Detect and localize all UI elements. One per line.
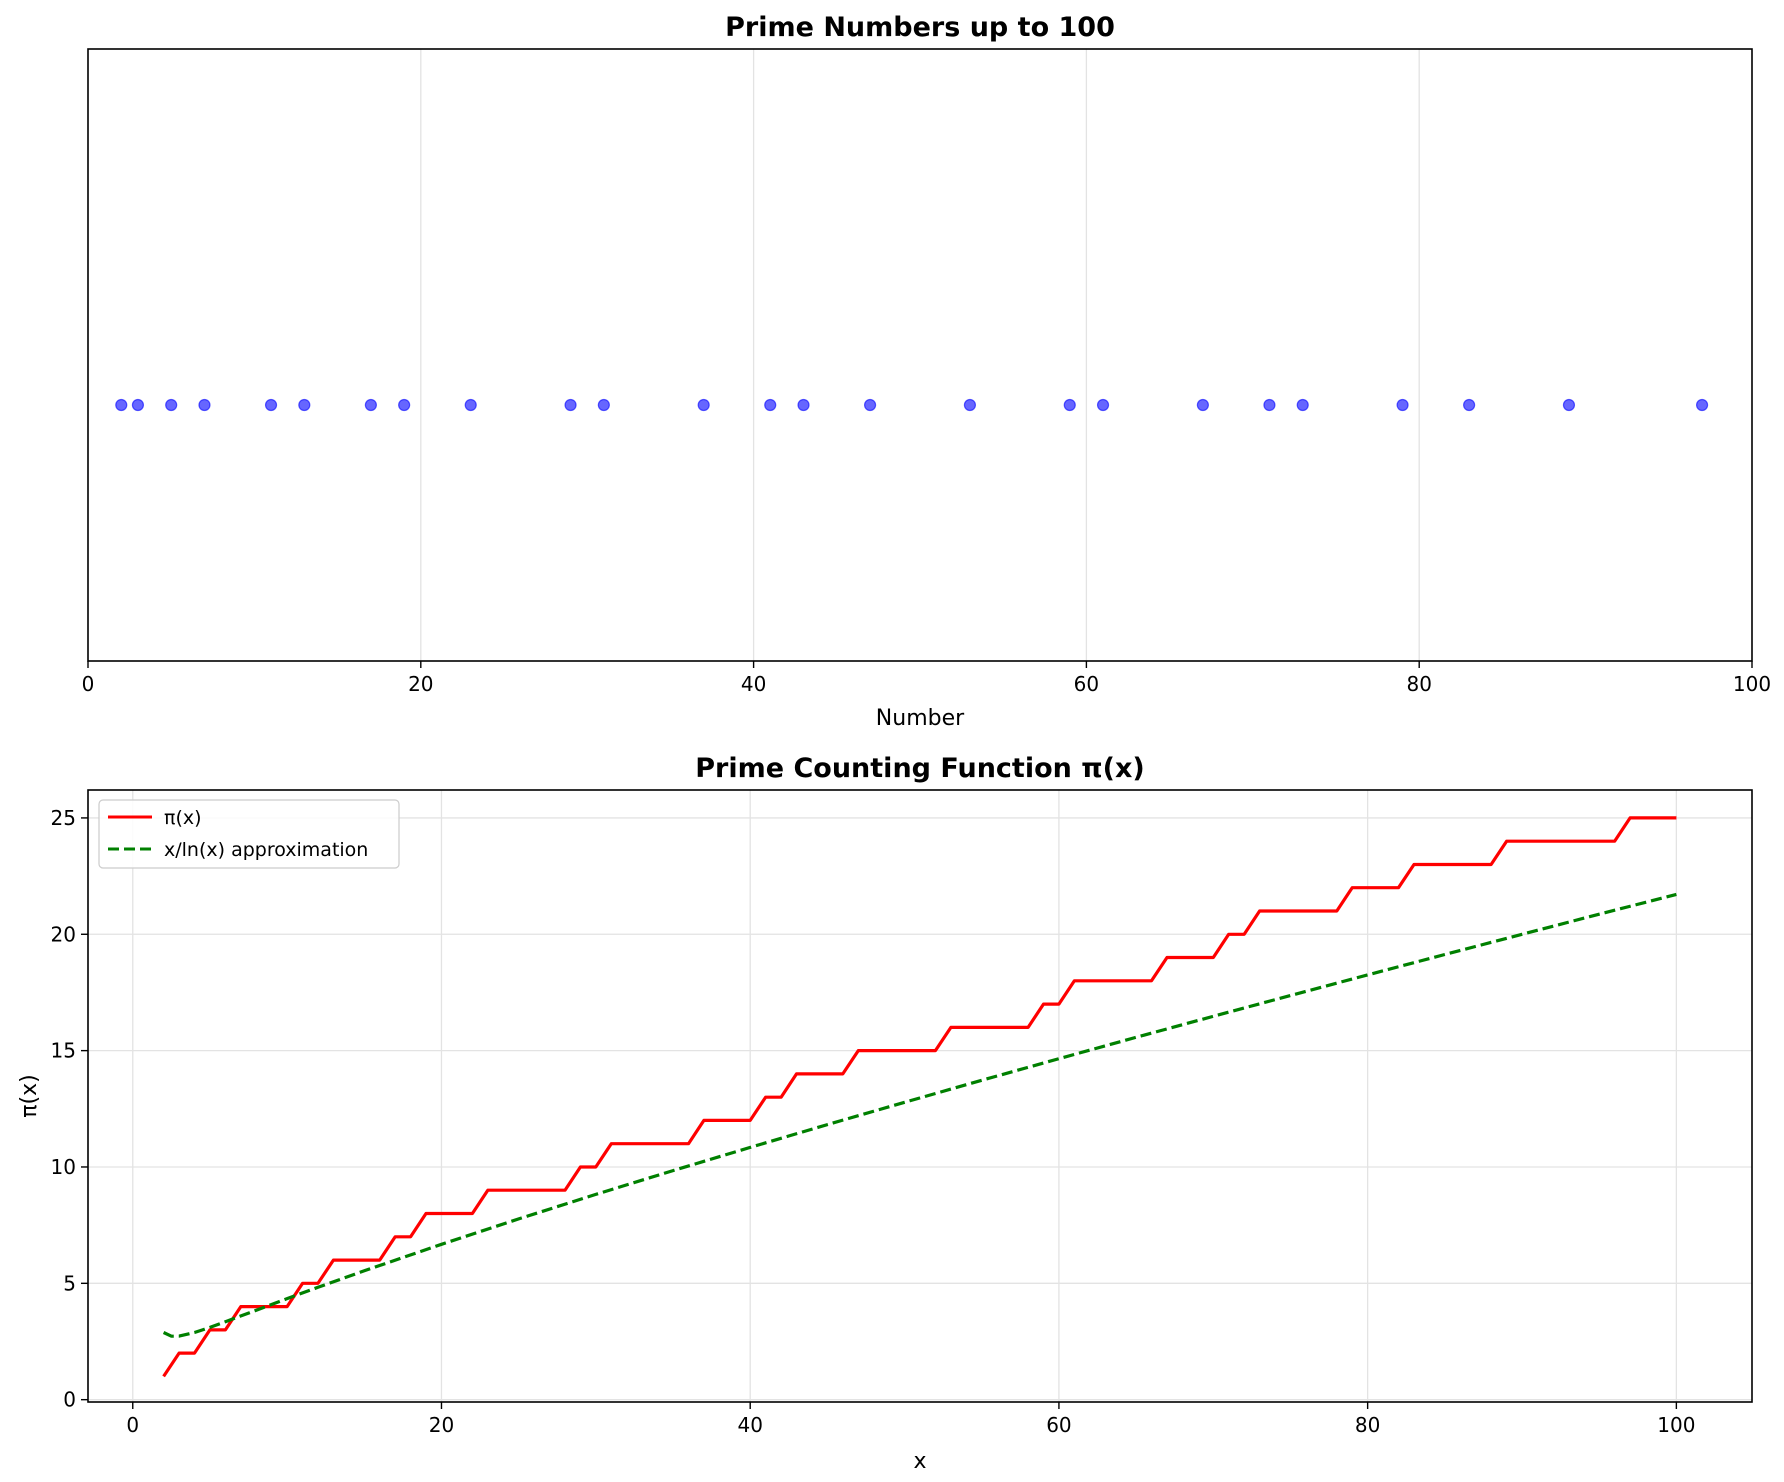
prime-point [131,398,145,412]
prime-point [1396,398,1409,412]
primes-x-tick-label: 40 [741,672,766,696]
prime-counting-y-tick-label: 0 [63,1388,76,1412]
prime-point [1562,398,1576,412]
prime-point [398,398,411,412]
prime-point [264,398,278,412]
legend-label-approximation: x/ln(x) approximation [164,839,368,861]
legend-label-pi: π(x) [164,807,202,829]
prime-point [697,398,710,412]
primes-scatter-chart: 0 20 40 60 80 100 Prime Numbers up to 100 Num… [82,12,1771,731]
prime-counting-y-tick-label: 5 [63,1271,76,1295]
prime-point [797,398,810,412]
prime-counting-y-axis-label: π(x) [17,1074,42,1117]
prime-counting-y-tick-label: 20 [51,922,76,946]
primes-x-tick-label: 80 [1406,672,1431,696]
prime-counting-ticks: 0 20 40 60 80 100 0 5 10 15 20 25 [51,806,1696,1437]
prime-point [1695,398,1709,412]
prime-point [1296,398,1309,412]
prime-point [863,398,877,412]
prime-counting-plot-frame [87,789,1753,1403]
primes-x-tick-label: 60 [1074,672,1099,696]
prime-point [115,398,128,412]
prime-counting-x-tick-label: 20 [429,1413,454,1437]
prime-counting-series [162,816,1677,1378]
prime-counting-chart-title: Prime Counting Function π(x) [695,753,1144,784]
primes-x-axis-label: Number [876,706,965,731]
prime-point [1096,398,1110,412]
prime-point [1063,398,1076,412]
approximation-line [162,892,1677,1338]
prime-point [1263,398,1276,412]
prime-point [364,398,377,412]
prime-point [963,398,977,412]
prime-point [1463,398,1476,412]
prime-counting-x-tick-label: 80 [1355,1413,1380,1437]
prime-point [1196,398,1209,412]
primes-chart-title: Prime Numbers up to 100 [725,12,1115,43]
primes-points [115,398,1709,412]
prime-counting-y-tick-label: 15 [51,1039,76,1063]
primes-gridlines [420,49,1420,661]
prime-counting-x-tick-label: 100 [1657,1413,1695,1437]
primes-plot-frame [87,48,1753,662]
legend-box [98,799,400,869]
prime-counting-x-tick-label: 40 [737,1413,762,1437]
prime-counting-x-axis-label: x [913,1449,926,1474]
prime-point [564,398,577,412]
pi-x-line [162,816,1677,1378]
prime-point [298,398,311,412]
primes-x-tick-label: 100 [1733,672,1771,696]
primes-x-ticks: 0 20 40 60 80 100 [82,661,1771,696]
prime-counting-y-tick-label: 10 [51,1155,76,1179]
primes-x-tick-label: 20 [408,672,433,696]
primes-x-tick-label: 0 [82,672,95,696]
prime-counting-y-tick-label: 25 [51,806,76,830]
prime-point [198,398,211,412]
prime-point [597,398,610,412]
prime-counting-x-tick-label: 0 [126,1413,139,1437]
prime-point [764,398,777,412]
prime-point [165,398,178,412]
prime-point [464,398,477,412]
prime-counting-x-tick-label: 60 [1046,1413,1071,1437]
legend: π(x) x/ln(x) approximation [98,799,400,869]
prime-counting-chart: 0 20 40 60 80 100 0 5 10 15 20 25 Prime Counting Fu… [17,753,1753,1474]
